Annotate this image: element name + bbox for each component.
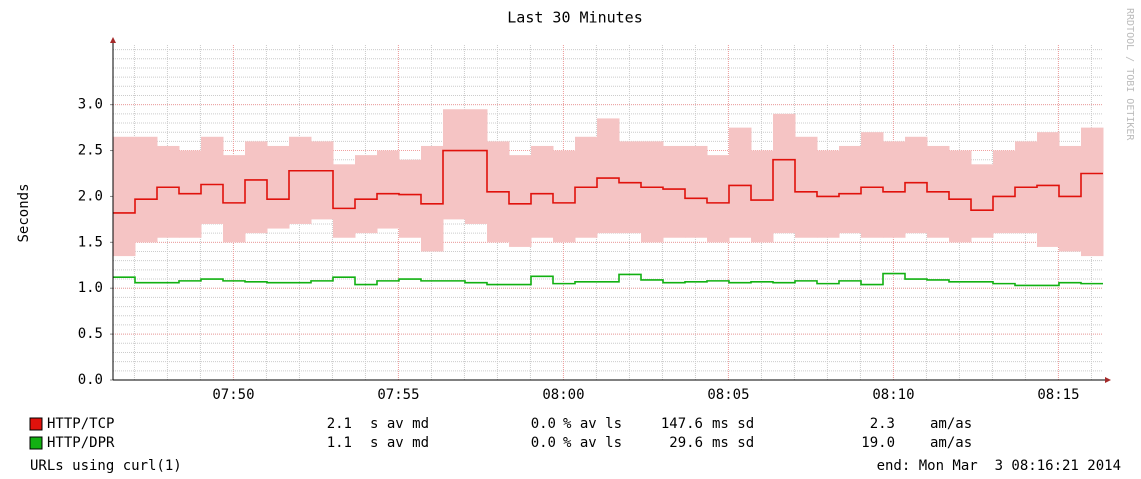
y-tick-label: 1.5 [78, 234, 103, 250]
band [333, 164, 356, 238]
band [157, 145, 180, 238]
footer-left: URLs using curl(1) [30, 458, 182, 474]
y-axis-label: Seconds [16, 183, 32, 242]
band [597, 118, 620, 234]
band [509, 155, 532, 247]
band [751, 150, 774, 243]
band [817, 150, 840, 238]
y-tick-label: 1.0 [78, 280, 103, 296]
x-tick-label: 07:55 [377, 387, 419, 403]
chart-title: Last 30 Minutes [507, 9, 642, 27]
band [267, 145, 290, 229]
x-axis-arrow [1105, 377, 1111, 383]
legend-stat: 147.6 [661, 416, 703, 432]
band [861, 132, 884, 238]
band [135, 136, 158, 243]
legend-swatch [29, 417, 43, 431]
band [685, 145, 708, 238]
band [663, 145, 686, 238]
x-tick-label: 08:15 [1037, 387, 1079, 403]
legend-stat-unit: ms sd [712, 435, 754, 451]
band [399, 159, 422, 238]
band [1059, 145, 1082, 252]
y-tick-label: 2.5 [78, 143, 103, 159]
legend-stat: 1.1 [327, 435, 352, 451]
legend-stat-unit: s av md [370, 435, 429, 451]
band [795, 136, 818, 238]
band [949, 150, 972, 243]
band [971, 164, 994, 238]
footer-right: end: Mon Mar 3 08:16:21 2014 [877, 458, 1121, 474]
legend-stat-unit: ms sd [712, 416, 754, 432]
y-axis-arrow [110, 37, 116, 43]
legend-stat: 2.1 [327, 416, 352, 432]
band [289, 136, 312, 224]
band [113, 136, 136, 257]
series-line [113, 272, 1103, 287]
legend-stat: 29.6 [669, 435, 703, 451]
x-tick-label: 08:05 [707, 387, 749, 403]
legend-stat-unit: % av ls [563, 435, 622, 451]
band [465, 109, 488, 224]
band [223, 155, 246, 243]
band [443, 109, 466, 220]
band [355, 155, 378, 234]
legend-stat-unit: s av md [370, 416, 429, 432]
legend-label: HTTP/TCP [47, 416, 114, 432]
series-line [113, 149, 1103, 214]
band [839, 145, 862, 234]
band [993, 150, 1016, 234]
legend-swatch [29, 436, 43, 450]
band [377, 150, 400, 229]
y-tick-label: 0.0 [78, 372, 103, 388]
band [553, 150, 576, 243]
y-tick-label: 0.5 [78, 326, 103, 342]
y-tick-label: 3.0 [78, 97, 103, 113]
band [707, 155, 730, 243]
band [773, 113, 796, 234]
x-tick-label: 08:10 [872, 387, 914, 403]
legend-stat-unit: am/as [930, 435, 972, 451]
side-text: RRDTOOL / TOBI OETIKER [1124, 8, 1135, 141]
legend-stat: 2.3 [870, 416, 895, 432]
legend-stat: 19.0 [861, 435, 895, 451]
x-tick-label: 08:00 [542, 387, 584, 403]
legend-label: HTTP/DPR [47, 435, 115, 451]
legend-stat: 0.0 [531, 435, 556, 451]
band [1037, 132, 1060, 247]
band [311, 141, 334, 220]
band [421, 145, 444, 252]
band [905, 136, 928, 234]
band [1081, 127, 1104, 257]
band [619, 141, 642, 234]
legend-stat-unit: % av ls [563, 416, 622, 432]
band [883, 141, 906, 238]
band [641, 141, 664, 243]
x-tick-label: 07:50 [212, 387, 254, 403]
band [245, 141, 268, 234]
band [201, 136, 224, 224]
y-tick-label: 2.0 [78, 188, 103, 204]
legend-stat-unit: am/as [930, 416, 972, 432]
band [531, 145, 554, 238]
band [729, 127, 752, 238]
legend-stat: 0.0 [531, 416, 556, 432]
